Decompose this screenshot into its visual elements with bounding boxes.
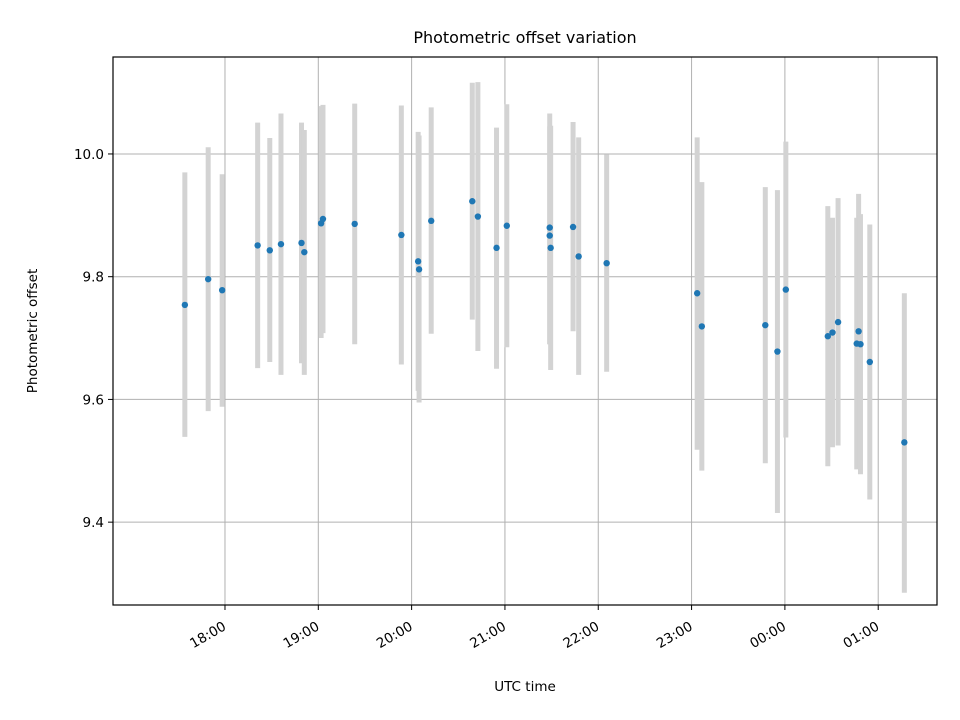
data-point: [398, 231, 405, 239]
x-tick-label: 22:00: [561, 619, 603, 652]
error-bars: [182, 82, 907, 593]
chart-title: Photometric offset variation: [413, 28, 636, 47]
x-tick-label: 23:00: [654, 619, 696, 652]
data-point: [414, 258, 422, 265]
data-point: [266, 247, 273, 254]
data-point: [181, 301, 189, 309]
data-point: [503, 222, 511, 229]
data-point: [277, 240, 285, 248]
y-tick-label: 9.6: [83, 392, 104, 408]
data-point: [254, 242, 261, 249]
data-point: [762, 321, 769, 329]
grid-lines: [113, 57, 937, 605]
x-tick-label: 00:00: [747, 619, 789, 652]
y-tick-label: 10.0: [74, 147, 104, 163]
data-point: [857, 340, 864, 348]
data-point: [428, 217, 435, 225]
y-tick-label: 9.4: [83, 515, 104, 531]
data-point: [218, 286, 226, 294]
plot-frame: [112, 56, 938, 606]
data-point: [546, 232, 553, 239]
data-point: [698, 323, 706, 330]
data-point: [603, 259, 610, 267]
x-axis-label: UTC time: [494, 679, 556, 695]
data-point: [319, 215, 327, 223]
data-point: [469, 198, 476, 205]
data-point: [547, 244, 554, 252]
data-point: [301, 248, 308, 256]
data-point: [855, 328, 862, 335]
data-point: [866, 358, 874, 366]
data-point: [546, 224, 553, 231]
data-point: [569, 223, 577, 231]
data-point: [901, 439, 908, 446]
data-point: [351, 220, 358, 228]
x-tick-label: 18:00: [187, 619, 229, 652]
data-point: [474, 213, 482, 220]
data-point: [782, 286, 790, 293]
y-tick-label: 9.8: [83, 270, 104, 286]
data-point: [298, 239, 305, 247]
data-point: [774, 348, 781, 355]
x-tick-label: 19:00: [281, 619, 323, 652]
x-tick-label: 01:00: [841, 619, 883, 652]
data-point: [493, 244, 500, 252]
data-point: [829, 329, 836, 336]
data-point: [415, 266, 423, 273]
data-point: [824, 333, 832, 340]
data-points: [181, 198, 908, 446]
y-axis-label: Photometric offset: [25, 269, 41, 393]
x-tick-label: 20:00: [374, 619, 416, 652]
x-tick-label: 21:00: [467, 619, 509, 652]
data-point: [204, 275, 212, 283]
data-point: [575, 253, 582, 260]
data-point: [693, 290, 701, 297]
data-point: [834, 318, 842, 326]
